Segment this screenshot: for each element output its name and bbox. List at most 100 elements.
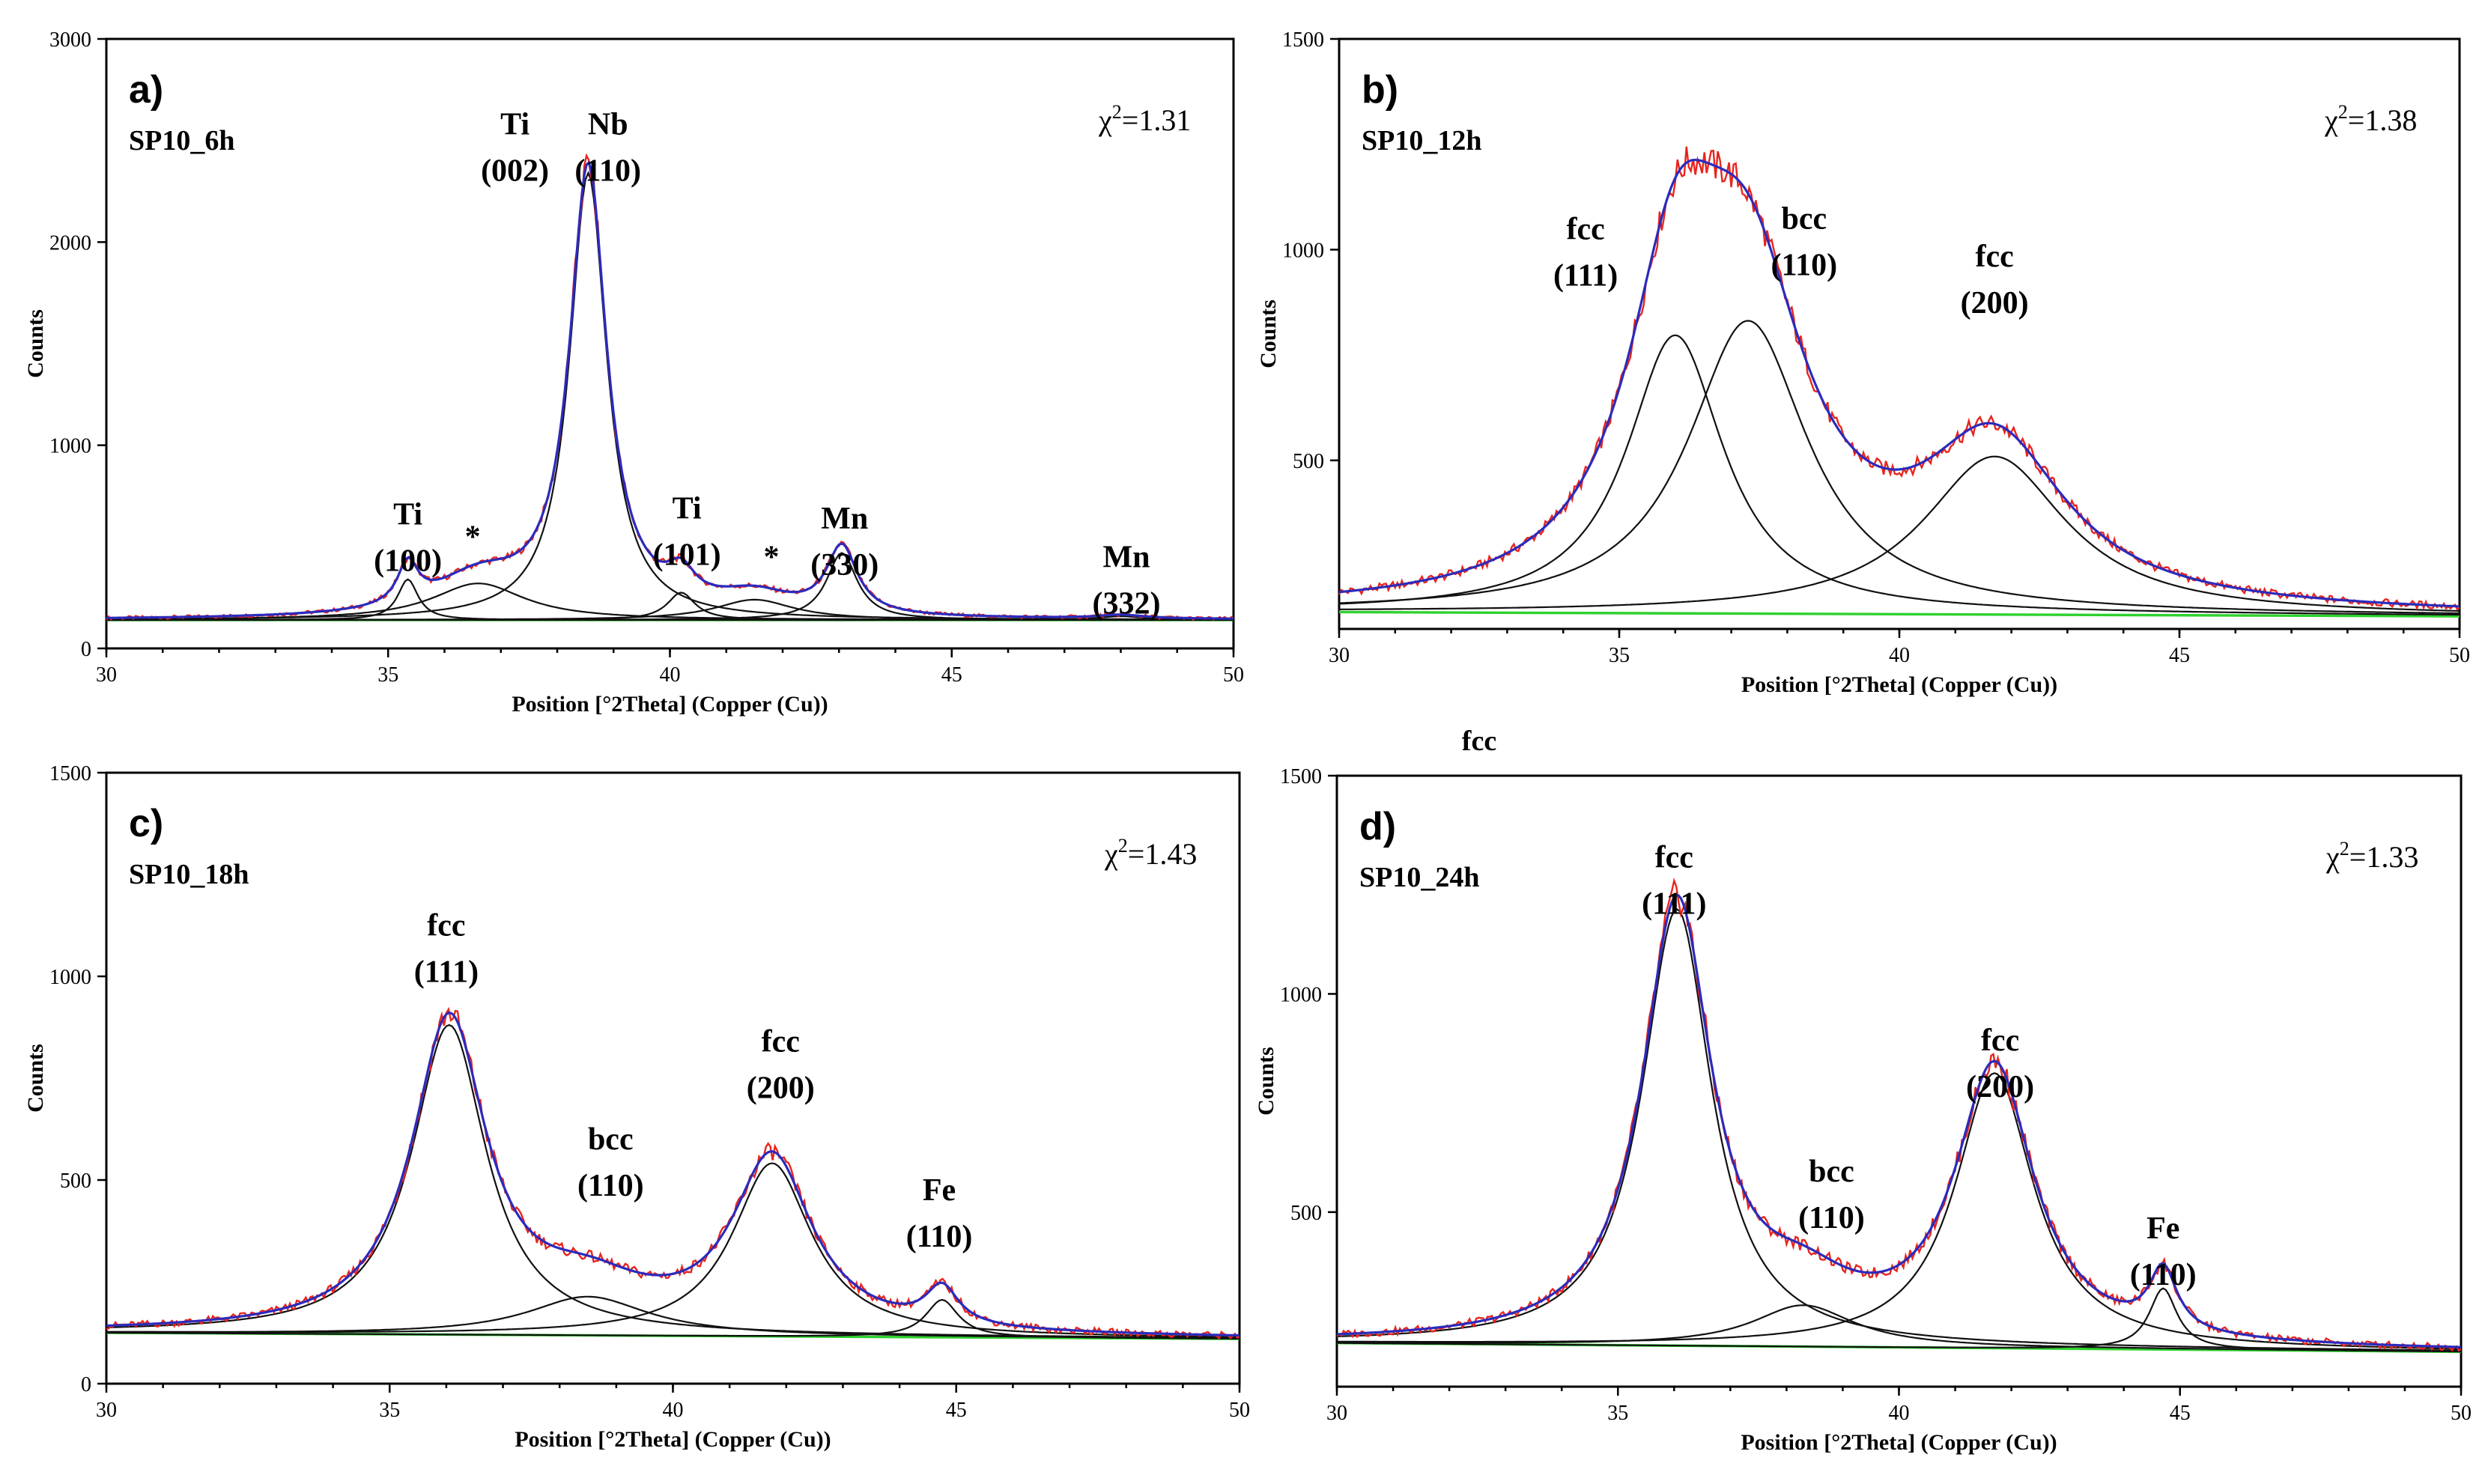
peak-label: (200) — [1961, 286, 2029, 320]
peak-label: fcc — [762, 1025, 800, 1059]
component-peak-7 — [106, 615, 1234, 621]
chi-squared-label: χ2=1.31 — [1098, 101, 1191, 137]
fitted-profile-line — [1336, 894, 2461, 1348]
peak-label: (110) — [906, 1220, 973, 1254]
peak-label: Ti — [393, 497, 422, 532]
chi-squared-label: χ2=1.43 — [1104, 835, 1197, 871]
x-tick-label: 50 — [1229, 1399, 1250, 1422]
y-tick-label: 1500 — [1280, 765, 1322, 788]
x-tick-label: 40 — [663, 1399, 684, 1422]
y-tick-label: 1000 — [1280, 983, 1322, 1006]
component-peak-4 — [1337, 1287, 2461, 1353]
peak-label: fcc — [1981, 1024, 2019, 1058]
peak-label: (110) — [577, 1169, 644, 1203]
peak-label: Mn — [1103, 540, 1150, 574]
x-axis-label: Position [°2Theta] (Copper (Cu)) — [512, 692, 828, 717]
y-axis-label: Counts — [1254, 1047, 1278, 1116]
peak-label: Nb — [588, 108, 628, 142]
x-tick-label: 35 — [377, 663, 398, 687]
y-tick-label: 1500 — [1282, 28, 1324, 52]
stray-label: fcc — [1462, 726, 1496, 757]
peak-label: (110) — [1771, 248, 1838, 282]
fitted-profile-line — [106, 1012, 1240, 1337]
y-axis-label: Counts — [23, 1044, 48, 1113]
peak-label: Mn — [821, 502, 868, 536]
x-tick-label: 40 — [1889, 1402, 1910, 1425]
peak-label: fcc — [427, 909, 465, 943]
peak-label: Ti — [673, 491, 702, 526]
peak-label: bcc — [1809, 1155, 1854, 1189]
peak-label: (111) — [1553, 258, 1618, 293]
y-tick-label: 2000 — [49, 231, 91, 255]
sample-label: SP10_6h — [129, 125, 234, 156]
sample-label: SP10_24h — [1359, 862, 1479, 893]
peak-label: fcc — [1566, 212, 1604, 246]
x-tick-label: 45 — [941, 663, 962, 687]
x-tick-label: 45 — [2170, 1402, 2191, 1425]
chi-squared-label: χ2=1.33 — [2325, 838, 2418, 874]
peak-label: (111) — [414, 955, 479, 990]
x-axis-label: Position [°2Theta] (Copper (Cu)) — [515, 1427, 831, 1452]
x-tick-label: 45 — [2169, 644, 2190, 667]
peak-label: bcc — [588, 1122, 634, 1157]
y-axis-label: Counts — [23, 309, 48, 378]
x-tick-label: 30 — [96, 663, 117, 687]
y-tick-label: 3000 — [49, 28, 91, 52]
component-peak-3 — [106, 1162, 1240, 1338]
peak-label: Ti — [500, 108, 530, 142]
component-peak-4 — [106, 1298, 1240, 1339]
peak-label: Fe — [923, 1173, 956, 1208]
peak-label: bcc — [1782, 201, 1827, 236]
peak-label: Fe — [2146, 1211, 2179, 1246]
sample-label: SP10_12h — [1362, 125, 1481, 156]
peak-label: (110) — [574, 154, 641, 189]
peak-label: (111) — [1642, 887, 1706, 921]
x-tick-label: 50 — [1223, 663, 1244, 687]
panel-label: a) — [129, 68, 163, 112]
peak-label: (200) — [1966, 1070, 2034, 1104]
peak-label: (330) — [810, 548, 879, 583]
x-axis-label: Position [°2Theta] (Copper (Cu)) — [1741, 672, 2057, 697]
background-line — [1338, 610, 2460, 618]
component-peak-3 — [1337, 1072, 2462, 1350]
x-tick-label: 35 — [1609, 644, 1630, 667]
x-tick-label: 30 — [1326, 1402, 1347, 1425]
plot-frame — [105, 771, 1241, 1385]
peak-label: * — [763, 540, 779, 574]
y-axis-label: Counts — [1256, 299, 1281, 368]
x-tick-label: 30 — [96, 1399, 117, 1422]
x-tick-label: 40 — [1889, 644, 1910, 667]
component-peak-2 — [1338, 320, 2460, 615]
x-tick-label: 30 — [1329, 644, 1350, 667]
y-tick-label: 500 — [60, 1170, 91, 1193]
fitted-profile-line — [1338, 158, 2460, 608]
component-peak-1 — [106, 1024, 1240, 1339]
y-tick-label: 500 — [1290, 1202, 1322, 1225]
y-tick-label: 0 — [81, 638, 91, 661]
peak-label: (002) — [481, 154, 549, 189]
component-peak-1 — [1336, 908, 2461, 1351]
fitted-profile-line — [106, 160, 1234, 620]
peak-label: (200) — [747, 1071, 815, 1106]
x-tick-label: 50 — [2451, 1402, 2472, 1425]
y-tick-label: 1000 — [49, 966, 91, 989]
peak-label: (100) — [374, 544, 442, 578]
y-tick-label: 1000 — [49, 435, 91, 458]
sample-label: SP10_18h — [129, 859, 249, 890]
panel-label: b) — [1362, 68, 1398, 112]
peak-label: fcc — [1655, 840, 1693, 875]
plot-frame — [1338, 37, 2461, 630]
x-tick-label: 45 — [946, 1399, 967, 1422]
x-tick-label: 35 — [379, 1399, 400, 1422]
peak-label: fcc — [1976, 240, 2014, 274]
y-tick-label: 0 — [81, 1373, 91, 1396]
component-peak-1 — [1338, 334, 2460, 616]
plot-frame — [1335, 774, 2463, 1388]
y-tick-label: 1000 — [1282, 239, 1324, 262]
chart-panel-2: 30 35 40 45 50 500 1000 1500 Position [°2Theta] … — [1256, 28, 2470, 697]
chart-panel-1: 30 35 40 45 50 0 1000 2000 3000 Position [°2Theta… — [23, 28, 1244, 717]
panel-label: d) — [1359, 805, 1396, 848]
x-axis-label: Position [°2Theta] (Copper (Cu)) — [1741, 1430, 2057, 1455]
